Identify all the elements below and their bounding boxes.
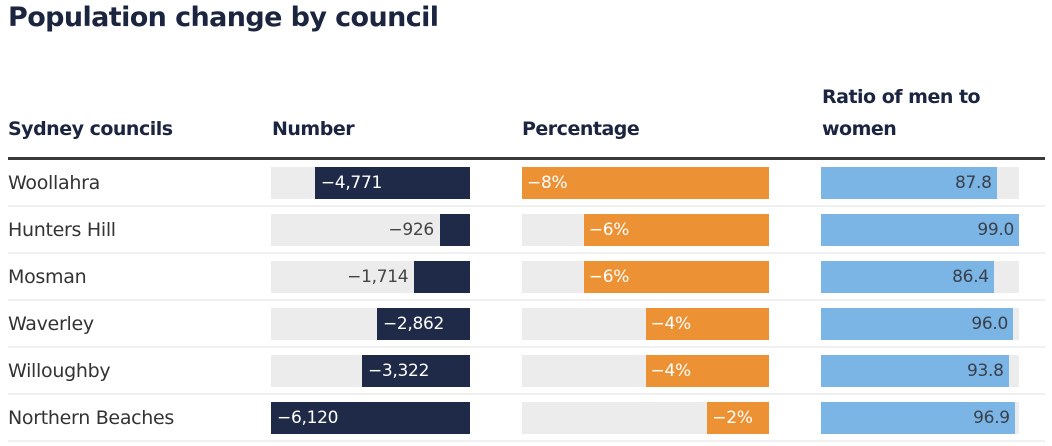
row-divider xyxy=(8,205,1045,207)
council-label: Mosman xyxy=(8,266,87,288)
percentage-bar xyxy=(645,355,769,387)
percentage-value-label: −8% xyxy=(527,173,568,193)
percentage-bar xyxy=(645,308,769,340)
ratio-bar-track: 99.0 xyxy=(821,214,1019,246)
number-value-label: −6,120 xyxy=(277,408,339,428)
number-value-label: −926 xyxy=(388,220,434,240)
percentage-bar-track: −6% xyxy=(522,214,769,246)
number-bar xyxy=(271,402,470,434)
percentage-bar-track: −8% xyxy=(522,167,769,199)
ratio-bar xyxy=(821,214,1019,246)
table-row: Hunters Hill −926 −6% 99.0 xyxy=(8,207,1045,254)
number-bar-track: −4,771 xyxy=(271,167,470,199)
column-header-council: Sydney councils xyxy=(8,118,173,140)
ratio-bar-track: 86.4 xyxy=(821,261,1019,293)
percentage-bar xyxy=(583,261,769,293)
percentage-value-label: −4% xyxy=(650,314,692,334)
number-bar xyxy=(314,167,470,199)
number-bar-track: −2,862 xyxy=(271,308,470,340)
ratio-bar xyxy=(821,402,1015,434)
ratio-value-label: 99.0 xyxy=(977,220,1014,240)
ratio-bar xyxy=(821,261,994,293)
percentage-bar-track: −2% xyxy=(522,402,769,434)
number-value-label: −1,714 xyxy=(347,267,409,287)
council-label: Northern Beaches xyxy=(8,407,175,429)
row-divider xyxy=(8,346,1045,348)
percentage-bar-track: −4% xyxy=(522,355,769,387)
table-row: Mosman −1,714 −6% 86.4 xyxy=(8,254,1045,301)
council-label: Waverley xyxy=(8,313,94,335)
percentage-bar-track: −4% xyxy=(522,308,769,340)
ratio-value-label: 86.4 xyxy=(952,267,989,287)
ratio-bar-track: 93.8 xyxy=(821,355,1019,387)
ratio-value-label: 96.0 xyxy=(971,314,1008,334)
council-label: Woollahra xyxy=(8,172,100,194)
table-row: Waverley −2,862 −4% 96.0 xyxy=(8,301,1045,348)
number-bar-track: −6,120 xyxy=(271,402,470,434)
ratio-bar-track: 96.9 xyxy=(821,402,1019,434)
number-bar xyxy=(361,355,470,387)
row-divider xyxy=(8,393,1045,395)
column-header-percentage: Percentage xyxy=(522,118,640,140)
percentage-bar xyxy=(583,214,769,246)
council-label: Willoughby xyxy=(8,360,111,382)
row-divider xyxy=(8,440,1045,442)
number-bar xyxy=(439,214,470,246)
ratio-bar xyxy=(821,355,1009,387)
ratio-bar-track: 96.0 xyxy=(821,308,1019,340)
ratio-bar xyxy=(821,308,1013,340)
number-bar xyxy=(376,308,470,340)
percentage-bar xyxy=(522,167,769,199)
ratio-value-label: 87.8 xyxy=(954,173,992,193)
column-header-number: Number xyxy=(272,118,355,140)
table-row: Woollahra −4,771 −8% 87.8 xyxy=(8,160,1045,207)
row-divider xyxy=(8,299,1045,301)
percentage-value-label: −6% xyxy=(588,220,630,240)
percentage-value-label: −6% xyxy=(588,267,630,287)
table-row: Willoughby −3,322 −4% 93.8 xyxy=(8,348,1045,395)
ratio-value-label: 93.8 xyxy=(966,361,1004,381)
chart-title: Population change by council xyxy=(8,2,439,33)
number-value-label: −3,322 xyxy=(367,361,430,381)
number-bar xyxy=(414,261,470,293)
number-bar-track: −926 xyxy=(271,214,470,246)
number-value-label: −4,771 xyxy=(320,173,382,193)
percentage-bar-track: −6% xyxy=(522,261,769,293)
ratio-bar xyxy=(821,167,997,199)
council-label: Hunters Hill xyxy=(8,219,116,241)
number-bar-track: −1,714 xyxy=(271,261,470,293)
table-row: Northern Beaches −6,120 −2% 96.9 xyxy=(8,395,1045,442)
ratio-bar-track: 87.8 xyxy=(821,167,1019,199)
column-header-ratio: Ratio of men to women xyxy=(822,86,981,140)
row-divider xyxy=(8,252,1045,254)
number-bar-track: −3,322 xyxy=(271,355,470,387)
header-divider xyxy=(8,157,1045,160)
percentage-value-label: −4% xyxy=(650,361,692,381)
ratio-value-label: 96.9 xyxy=(973,408,1010,428)
percentage-value-label: −2% xyxy=(712,408,753,428)
percentage-bar xyxy=(707,402,769,434)
number-value-label: −2,862 xyxy=(382,314,445,334)
